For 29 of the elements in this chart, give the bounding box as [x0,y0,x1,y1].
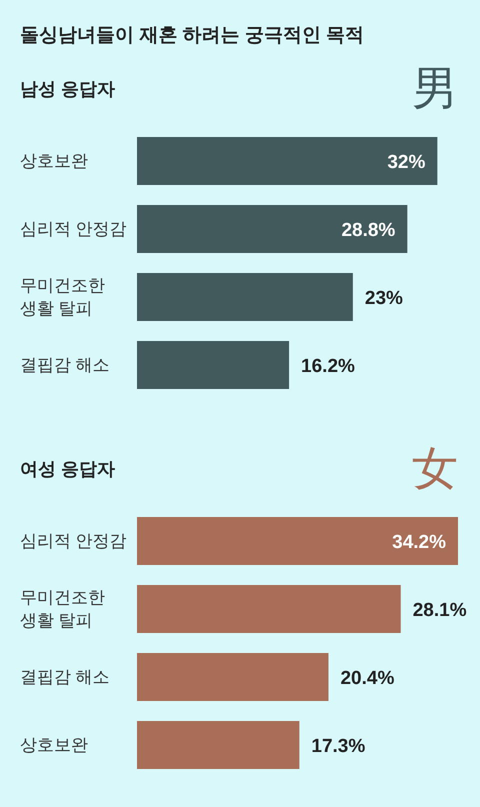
y-tick-label: 심리적 안정감 [20,530,128,552]
bar [137,137,438,185]
bar [137,205,408,253]
bar [137,341,290,389]
data-label: 20.4% [340,668,394,689]
chart-subtitle: 남성 응답자 [20,78,116,101]
bar [137,653,328,701]
bar [137,517,458,565]
y-tick-label: 무미건조한 생활 탈피 [20,587,106,632]
chart-title: 돌싱남녀들이 재혼 하려는 궁극적인 목적 [20,24,364,48]
y-tick-label: 결핍감 해소 [20,666,111,688]
data-label: 28.1% [412,600,467,621]
bar [137,585,401,633]
chart-title: 여성 응답자 [20,458,116,481]
text: 女 [412,442,458,496]
y-tick-label: 상호보완 [20,150,89,172]
text: 男 [412,62,458,116]
data-label: 32% [387,152,426,173]
data-label: 28.8% [341,220,396,241]
y-tick-label: 심리적 안정감 [20,218,128,240]
data-label: 17.3% [311,736,366,757]
y-tick-label: 결핍감 해소 [20,354,111,376]
bar [137,273,353,321]
y-tick-label: 무미건조한 생활 탈피 [20,275,106,320]
data-label: 23% [364,288,404,309]
bar [137,721,300,769]
data-label: 34.2% [392,532,446,553]
y-tick-label: 상호보완 [20,734,89,756]
data-label: 16.2% [301,356,356,377]
